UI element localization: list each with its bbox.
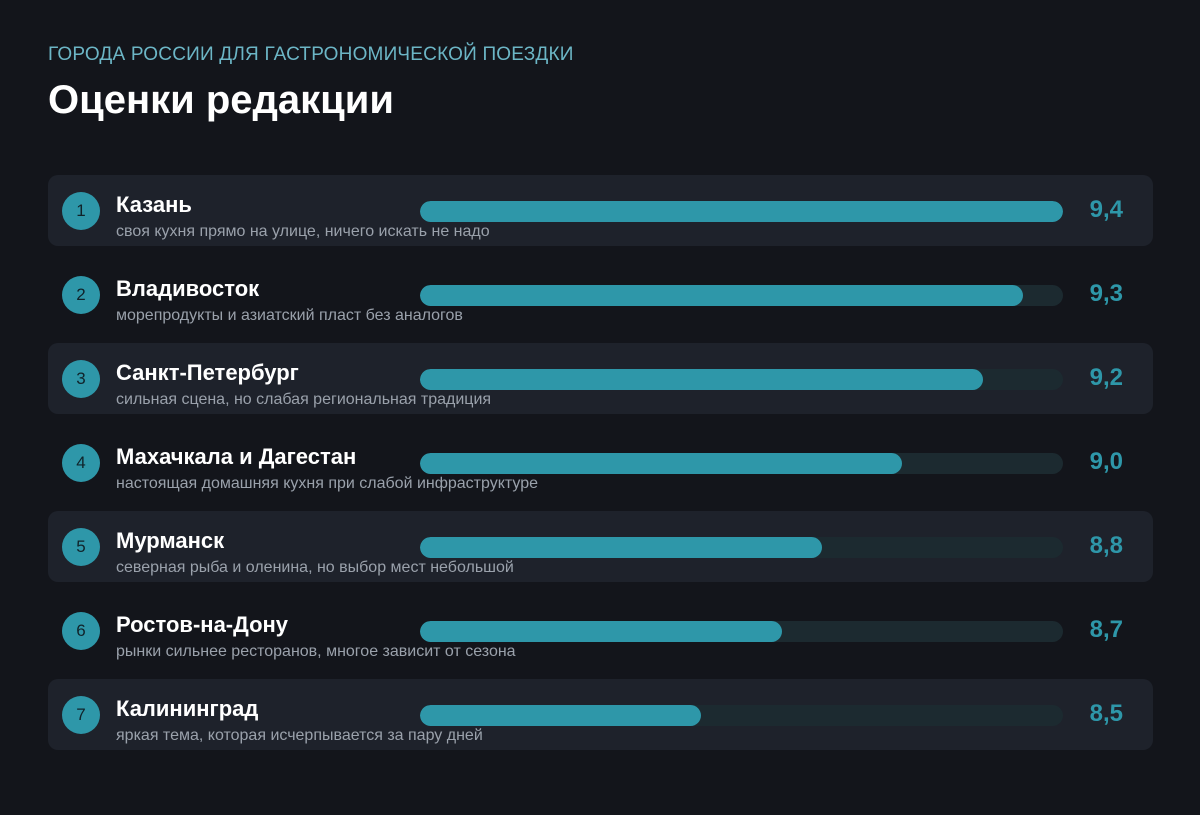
score-bar-track [420,621,1063,642]
score-bar [420,621,782,642]
rank-badge: 2 [62,276,100,314]
city-note: настоящая домашняя кухня при слабой инфр… [116,475,539,492]
ranking-row: 4 Махачкала и Дагестан настоящая домашня… [48,427,1153,498]
score-bar-track [420,705,1063,726]
ranking-list: 1 Казань своя кухня прямо на улице, ниче… [48,175,1153,763]
rank-badge: 4 [62,444,100,482]
rank-badge: 3 [62,360,100,398]
score-bar-track [420,285,1063,306]
ranking-row: 1 Казань своя кухня прямо на улице, ниче… [48,175,1153,246]
score-label: 9,0 [1089,448,1123,475]
score-bar-track [420,369,1063,390]
rank-badge: 7 [62,696,100,734]
score-label: 9,3 [1089,280,1123,307]
city-name: Мурманск [116,528,225,553]
ranking-row: 5 Мурманск северная рыба и оленина, но в… [48,511,1153,582]
score-label: 8,5 [1089,700,1123,727]
score-bar [420,285,1023,306]
score-label: 8,8 [1089,532,1123,559]
score-bar [420,537,822,558]
city-name: Владивосток [116,276,260,301]
city-name: Санкт-Петербург [116,360,299,385]
score-bar [420,453,903,474]
score-label: 8,7 [1089,616,1123,643]
chart-title: Оценки редакции [48,78,394,122]
score-label: 9,2 [1089,364,1123,391]
city-note: северная рыба и оленина, но выбор мест н… [116,559,514,576]
city-name: Махачкала и Дагестан [116,444,357,469]
city-note: морепродукты и азиатский пласт без анало… [116,307,463,324]
city-note: своя кухня прямо на улице, ничего искать… [116,223,490,240]
rank-badge: 6 [62,612,100,650]
score-bar [420,369,983,390]
score-label: 9,4 [1089,196,1123,223]
ranking-row: 2 Владивосток морепродукты и азиатский п… [48,259,1153,330]
score-bar-track [420,453,1063,474]
city-name: Ростов-на-Дону [116,612,289,637]
rank-badge: 5 [62,528,100,566]
ranking-row: 7 Калининград яркая тема, которая исчерп… [48,679,1153,750]
chart-subtitle: ГОРОДА РОССИИ ДЛЯ ГАСТРОНОМИЧЕСКОЙ ПОЕЗД… [48,44,574,65]
score-bar-track [420,537,1063,558]
city-note: яркая тема, которая исчерпывается за пар… [116,727,483,744]
city-note: рынки сильнее ресторанов, многое зависит… [116,643,516,660]
city-name: Казань [116,192,192,217]
score-bar-track [420,201,1063,222]
ranking-row: 3 Санкт-Петербург сильная сцена, но слаб… [48,343,1153,414]
score-bar [420,705,702,726]
ranking-row: 6 Ростов-на-Дону рынки сильнее ресторано… [48,595,1153,666]
city-name: Калининград [116,696,259,721]
city-note: сильная сцена, но слабая региональная тр… [116,391,492,408]
rank-badge: 1 [62,192,100,230]
score-bar [420,201,1063,222]
